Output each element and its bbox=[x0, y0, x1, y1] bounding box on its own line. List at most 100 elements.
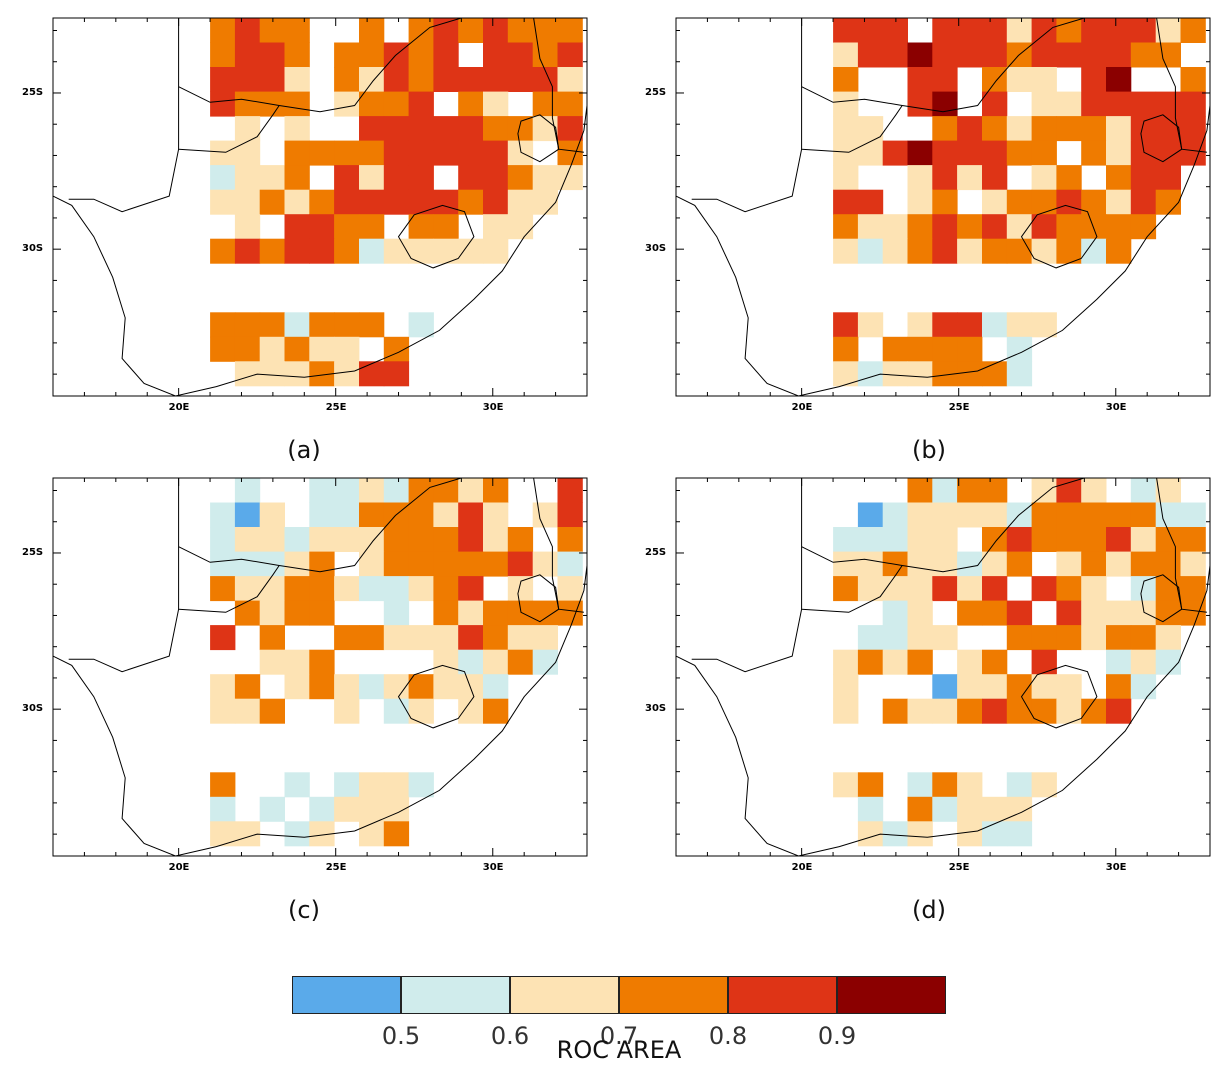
roc-cell bbox=[882, 18, 908, 43]
colorbar-swatch bbox=[292, 976, 402, 1014]
roc-cell bbox=[557, 478, 583, 503]
roc-cell bbox=[284, 527, 310, 552]
roc-cell bbox=[408, 67, 434, 92]
roc-cell bbox=[210, 238, 236, 264]
roc-cell bbox=[557, 551, 583, 577]
roc-cell bbox=[383, 527, 410, 552]
roc-cell bbox=[882, 527, 908, 552]
roc-cell bbox=[408, 502, 434, 528]
roc-cell bbox=[557, 165, 583, 191]
roc-cell bbox=[882, 238, 908, 264]
roc-cell bbox=[259, 312, 285, 338]
roc-cell bbox=[1106, 625, 1132, 651]
map-frame bbox=[52, 477, 588, 857]
roc-cell bbox=[833, 67, 859, 92]
roc-cell bbox=[857, 238, 884, 264]
roc-cell bbox=[1130, 165, 1157, 191]
roc-cell bbox=[1106, 165, 1132, 191]
roc-cell bbox=[557, 67, 583, 92]
colorbar-label: 0.9 bbox=[817, 1022, 857, 1050]
roc-cell bbox=[210, 698, 236, 724]
roc-cell bbox=[284, 312, 310, 338]
roc-cell bbox=[408, 551, 434, 577]
roc-cell bbox=[1081, 18, 1107, 43]
roc-cell bbox=[383, 91, 410, 117]
roc-cell bbox=[1106, 674, 1132, 700]
roc-cell bbox=[359, 478, 385, 503]
roc-cell bbox=[334, 189, 360, 215]
roc-cell bbox=[907, 551, 933, 577]
roc-cell bbox=[957, 796, 983, 822]
roc-cell bbox=[1006, 674, 1033, 700]
roc-cell bbox=[1031, 165, 1057, 191]
roc-cell bbox=[1180, 116, 1206, 142]
roc-cell bbox=[359, 189, 385, 215]
roc-cell bbox=[483, 42, 509, 68]
roc-cell bbox=[557, 502, 583, 528]
roc-cell bbox=[833, 238, 859, 264]
roc-cell bbox=[982, 18, 1008, 43]
roc-cell bbox=[210, 67, 236, 92]
roc-cell bbox=[483, 165, 509, 191]
roc-cell bbox=[408, 312, 434, 338]
roc-cell bbox=[833, 42, 859, 68]
roc-cell bbox=[383, 772, 410, 798]
roc-cell bbox=[309, 600, 335, 626]
x-tick-label: 30E bbox=[482, 862, 504, 873]
roc-cell bbox=[383, 67, 410, 92]
roc-cell bbox=[882, 502, 908, 528]
roc-cell bbox=[857, 214, 884, 240]
roc-cell bbox=[359, 527, 385, 552]
roc-cell bbox=[383, 478, 410, 503]
roc-cell bbox=[882, 821, 908, 847]
roc-cell bbox=[1155, 551, 1181, 577]
roc-cell bbox=[833, 312, 859, 338]
roc-cell bbox=[833, 527, 859, 552]
roc-cell bbox=[1031, 698, 1057, 724]
roc-cell bbox=[557, 91, 583, 117]
roc-cell bbox=[383, 336, 410, 362]
roc-cell bbox=[1081, 214, 1107, 240]
colorbar-label: 0.6 bbox=[490, 1022, 530, 1050]
roc-cell bbox=[982, 42, 1008, 68]
roc-cell bbox=[309, 551, 335, 577]
roc-cell bbox=[334, 625, 360, 651]
roc-cell bbox=[259, 18, 285, 43]
roc-cell bbox=[882, 336, 908, 362]
colorbar-label: 0.7 bbox=[599, 1022, 639, 1050]
roc-cell bbox=[1006, 116, 1033, 142]
roc-cell bbox=[284, 214, 310, 240]
roc-cell bbox=[359, 625, 385, 651]
eswatini-border bbox=[1140, 574, 1183, 623]
roc-cell bbox=[1155, 116, 1181, 142]
roc-cell bbox=[259, 698, 285, 724]
roc-cell bbox=[882, 600, 908, 626]
map-svg bbox=[52, 477, 588, 857]
roc-cell bbox=[507, 189, 534, 215]
roc-cell bbox=[259, 600, 285, 626]
map-panel-b: 20E 25E 30E 25S 30S bbox=[645, 17, 1211, 413]
roc-cell bbox=[433, 625, 459, 651]
roc-cell bbox=[1006, 625, 1033, 651]
roc-cell bbox=[557, 18, 583, 43]
roc-cell bbox=[309, 238, 335, 264]
roc-cell bbox=[433, 551, 459, 577]
roc-cell bbox=[1056, 91, 1082, 117]
roc-cell bbox=[932, 551, 958, 577]
kalahari-border bbox=[801, 105, 903, 153]
roc-cell bbox=[957, 502, 983, 528]
roc-cell bbox=[458, 91, 484, 117]
y-tick-label: 30S bbox=[22, 703, 44, 715]
roc-cell bbox=[833, 551, 859, 577]
namibia-border bbox=[68, 18, 180, 213]
roc-cell bbox=[259, 796, 285, 822]
roc-cell bbox=[1056, 478, 1082, 503]
roc-cell bbox=[932, 165, 958, 191]
roc-cell bbox=[433, 674, 459, 700]
roc-cell bbox=[1056, 576, 1082, 602]
colorbar-title: ROC AREA bbox=[556, 1036, 682, 1064]
roc-cell bbox=[1056, 116, 1082, 142]
roc-cell bbox=[932, 67, 958, 92]
roc-cell bbox=[982, 214, 1008, 240]
roc-cell bbox=[882, 42, 908, 68]
